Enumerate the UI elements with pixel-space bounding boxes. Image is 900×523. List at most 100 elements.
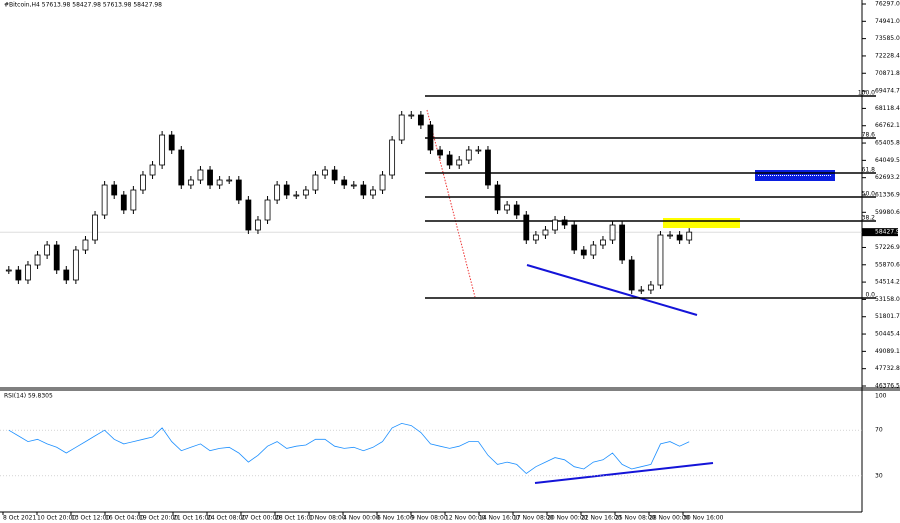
- y-tick-label: 69474.70: [875, 88, 900, 95]
- candle-body: [561, 219, 568, 226]
- y-tick-label: 61336.90: [875, 191, 900, 198]
- fib-label: 100.0: [858, 89, 875, 96]
- x-tick-label: 20 Nov 00:00: [547, 515, 588, 522]
- y-tick-label: 47732.80: [875, 365, 900, 372]
- y-tick-label: 76297.00: [875, 0, 900, 7]
- current-price-tag: [862, 228, 898, 237]
- candle-body: [178, 149, 185, 186]
- candle-body: [149, 164, 156, 176]
- y-tick-label: 72228.40: [875, 52, 900, 59]
- x-tick-label: 1 Nov 08:00: [309, 515, 346, 522]
- y-tick-label: 50445.40: [875, 331, 900, 338]
- fib-label: 38.2: [862, 214, 876, 221]
- x-tick-label: 25 Nov 08:00: [615, 515, 656, 522]
- candle-body: [513, 204, 520, 216]
- candle-body: [686, 231, 693, 241]
- y-tick-label: 57226.90: [875, 244, 900, 251]
- y-tick-label: 53158.00: [875, 296, 900, 303]
- candle-body: [226, 179, 233, 182]
- y-tick-label: 65405.80: [875, 140, 900, 147]
- y-tick-label: 74941.00: [875, 18, 900, 25]
- candle-body: [312, 174, 319, 191]
- candle-body: [82, 239, 89, 251]
- resistance-zone: [663, 218, 740, 228]
- y-tick-label: 64049.50: [875, 157, 900, 164]
- chart-title: #Bitcoin,H4 57613.98 58427.98 57613.98 5…: [4, 2, 162, 9]
- candle-body: [197, 169, 204, 181]
- candle-body: [341, 179, 348, 186]
- x-tick-label: 21 Oct 16:00: [173, 515, 212, 522]
- x-tick-label: 30 Nov 16:00: [683, 515, 724, 522]
- candle-body: [437, 149, 443, 156]
- x-tick-label: 10 Oct 20:00: [37, 515, 76, 522]
- candle-body: [456, 159, 463, 166]
- fib-trend-line: [426, 109, 476, 298]
- y-tick-label: 49089.10: [875, 348, 900, 355]
- x-tick-label: 9 Nov 08:00: [411, 515, 448, 522]
- x-tick-label: 8 Oct 2021: [3, 515, 36, 522]
- candle-body: [379, 174, 386, 191]
- candle-body: [417, 114, 424, 126]
- candle-body: [446, 154, 453, 166]
- candle-body: [283, 184, 290, 196]
- candle-body: [44, 244, 51, 256]
- y-tick-label: 46376.50: [875, 382, 900, 389]
- candle-body: [638, 289, 645, 292]
- y-tick-label: 68118.40: [875, 105, 900, 112]
- candle-body: [619, 224, 626, 261]
- rsi-tick-label: 30: [875, 472, 883, 479]
- fib-label: 50.0: [862, 190, 876, 197]
- candle-body: [168, 134, 175, 151]
- candle-body: [302, 189, 309, 196]
- x-tick-label: 24 Oct 08:00: [207, 515, 246, 522]
- x-tick-label: 28 Oct 16:00: [275, 515, 314, 522]
- candle-body: [130, 189, 137, 211]
- x-tick-label: 28 Nov 00:00: [649, 515, 690, 522]
- candle-body: [532, 234, 539, 241]
- candle-body: [216, 179, 223, 186]
- x-tick-label: 22 Nov 16:00: [581, 515, 622, 522]
- candle-body: [667, 234, 673, 237]
- x-tick-label: 19 Oct 20:00: [139, 515, 178, 522]
- rsi-trendline: [534, 462, 714, 484]
- y-tick-label: 54514.20: [875, 279, 900, 286]
- candle-body: [120, 194, 127, 211]
- candle-body: [475, 149, 482, 152]
- candle-body: [264, 199, 271, 221]
- candle-body: [360, 184, 367, 196]
- rsi-title: RSI(14) 59.8305: [4, 393, 53, 400]
- x-tick-label: 27 Oct 00:00: [241, 515, 280, 522]
- y-tick-label: 55870.60: [875, 261, 900, 268]
- candle-body: [187, 179, 194, 186]
- candle-body: [25, 264, 31, 281]
- candle-body: [494, 184, 501, 211]
- x-tick-label: 13 Oct 12:00: [71, 515, 110, 522]
- candle-body: [350, 184, 357, 187]
- candle-body: [571, 224, 578, 251]
- candle-body: [552, 219, 558, 231]
- fib-label: 0.0: [865, 291, 875, 298]
- y-tick-label: 51801.70: [875, 313, 900, 320]
- candle-body: [101, 184, 108, 216]
- candle-body: [609, 224, 616, 241]
- candle-body: [245, 199, 252, 231]
- y-tick-label: 73585.00: [875, 35, 900, 42]
- x-tick-label: 17 Nov 08:00: [513, 515, 554, 522]
- candle-body: [427, 124, 434, 151]
- candle-body: [159, 134, 166, 166]
- x-tick-label: 12 Nov 00:00: [445, 515, 486, 522]
- candle-body: [63, 269, 70, 281]
- candle-body: [111, 184, 118, 196]
- candle-body: [676, 234, 683, 241]
- fib-label: 78.6: [862, 131, 876, 138]
- candle-body: [331, 169, 338, 181]
- candle-body: [207, 169, 213, 186]
- candle-body: [580, 249, 587, 256]
- candle-body: [465, 149, 472, 161]
- candle-body: [590, 244, 597, 256]
- candle-body: [255, 219, 261, 231]
- x-tick-label: 4 Nov 00:00: [343, 515, 380, 522]
- candle-body: [322, 169, 328, 176]
